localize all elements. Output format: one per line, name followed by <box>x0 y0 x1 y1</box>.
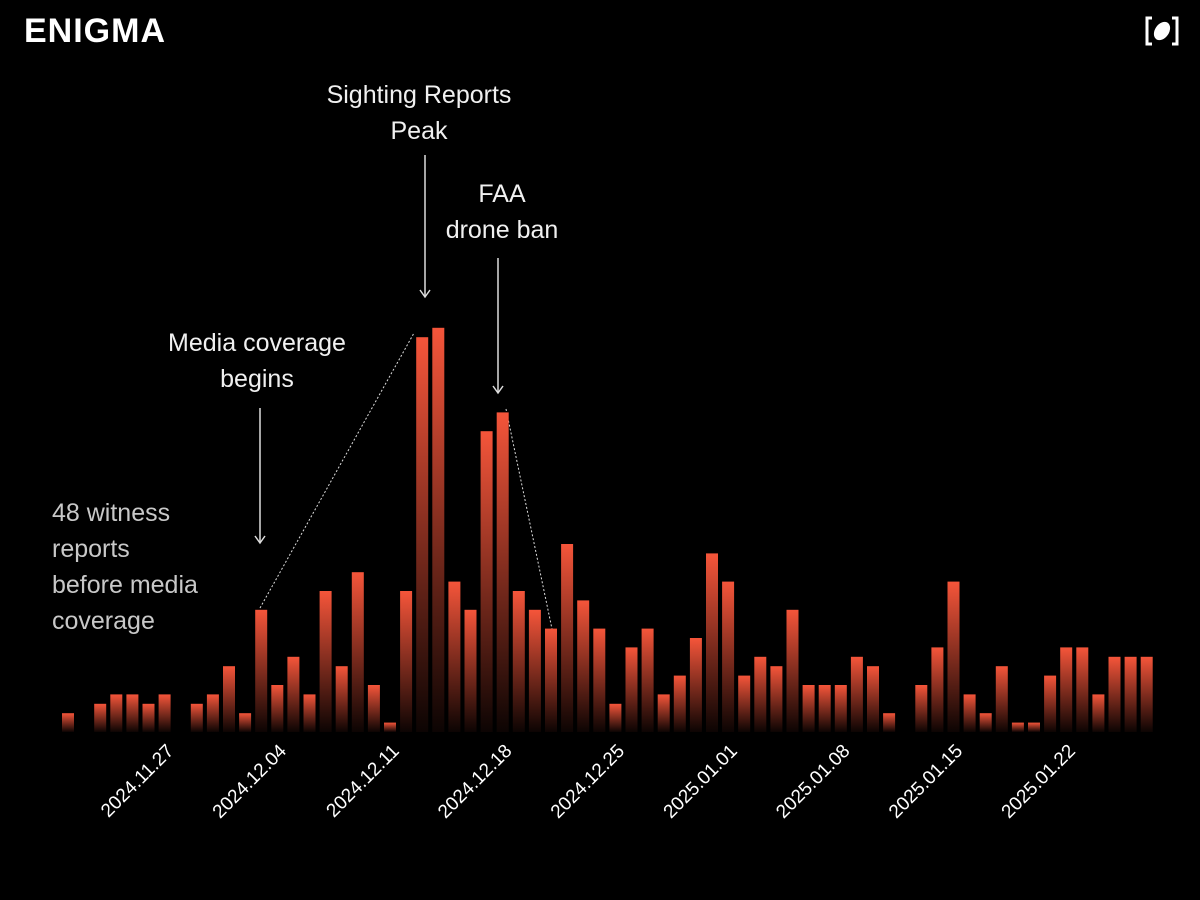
bar <box>1060 647 1073 732</box>
annotation: Peak <box>391 117 448 145</box>
bar <box>754 656 767 732</box>
bar <box>947 581 960 732</box>
bar <box>1140 656 1153 732</box>
bar <box>689 638 702 732</box>
bar <box>223 666 235 732</box>
bar <box>545 628 557 732</box>
bar <box>190 703 203 732</box>
x-tick-label: 2024.11.27 <box>97 741 178 822</box>
bar <box>834 685 847 732</box>
bar <box>448 581 461 732</box>
bar <box>577 600 590 732</box>
annotation: Sighting Reports <box>327 81 512 109</box>
bar <box>335 666 348 732</box>
bar <box>673 675 686 732</box>
bar <box>1092 694 1105 732</box>
bar <box>94 703 107 732</box>
bar <box>432 327 445 732</box>
annotation: begins <box>220 365 294 393</box>
bar <box>1124 656 1137 732</box>
bar <box>367 685 380 732</box>
bar <box>609 703 622 732</box>
bar <box>303 694 316 732</box>
annotation: 48 witness <box>52 499 170 527</box>
arrow-head <box>492 385 504 395</box>
x-tick-label: 2024.12.04 <box>209 740 291 822</box>
bar <box>319 591 332 732</box>
bar <box>979 713 992 732</box>
x-tick-label: 2024.12.18 <box>434 741 516 823</box>
bar <box>1044 675 1057 732</box>
bar <box>110 694 123 732</box>
bar <box>271 685 284 732</box>
bar <box>706 553 718 732</box>
bar <box>62 713 74 732</box>
x-tick-label: 2025.01.01 <box>660 741 742 823</box>
annotation: coverage <box>52 607 155 635</box>
annotation: drone ban <box>446 216 559 244</box>
bar <box>158 694 171 732</box>
bar <box>464 609 477 732</box>
bar <box>126 694 139 732</box>
x-tick-label: 2025.01.22 <box>998 741 1080 823</box>
arrow-head <box>419 289 431 299</box>
bar <box>142 703 155 732</box>
x-tick-label: 2024.12.11 <box>323 741 404 822</box>
brand: ENIGMA <box>24 12 166 50</box>
connector <box>505 408 553 630</box>
bar <box>416 337 429 732</box>
bar <box>255 609 268 732</box>
logo-icon <box>1145 16 1179 46</box>
connector <box>259 332 415 609</box>
bar <box>883 713 896 732</box>
annotation: before media <box>52 571 198 599</box>
bar <box>722 581 735 732</box>
bar <box>1108 656 1121 732</box>
annotation: reports <box>52 535 130 563</box>
bar <box>995 666 1008 732</box>
bar <box>239 713 252 732</box>
bar <box>287 656 300 732</box>
bar <box>818 685 831 732</box>
x-tick-label: 2024.12.25 <box>547 741 629 823</box>
bar <box>206 694 219 732</box>
bar <box>400 591 413 732</box>
bar <box>867 666 879 732</box>
bar <box>915 685 928 732</box>
bar <box>963 694 976 732</box>
annotations <box>254 155 553 630</box>
bar <box>657 694 670 732</box>
bar <box>480 431 493 732</box>
annotation: FAA <box>478 180 526 208</box>
bar <box>770 666 783 732</box>
bar <box>1028 722 1040 732</box>
bar <box>641 628 654 732</box>
annotation: Media coverage <box>168 329 346 357</box>
bar <box>512 591 525 732</box>
bar <box>1076 647 1089 732</box>
bar <box>351 572 364 732</box>
bar <box>1011 722 1024 732</box>
x-tick-label: 2025.01.15 <box>885 741 967 823</box>
arrow-head <box>254 535 266 545</box>
bar <box>786 609 799 732</box>
bar <box>625 647 638 732</box>
bar <box>802 685 815 732</box>
x-tick-label: 2025.01.08 <box>772 741 854 823</box>
bar <box>738 675 751 732</box>
bar <box>528 609 541 732</box>
bar <box>593 628 606 732</box>
bar <box>496 412 509 732</box>
bar <box>931 647 944 732</box>
bar <box>561 544 574 732</box>
bar <box>850 656 863 732</box>
bar <box>384 722 396 732</box>
